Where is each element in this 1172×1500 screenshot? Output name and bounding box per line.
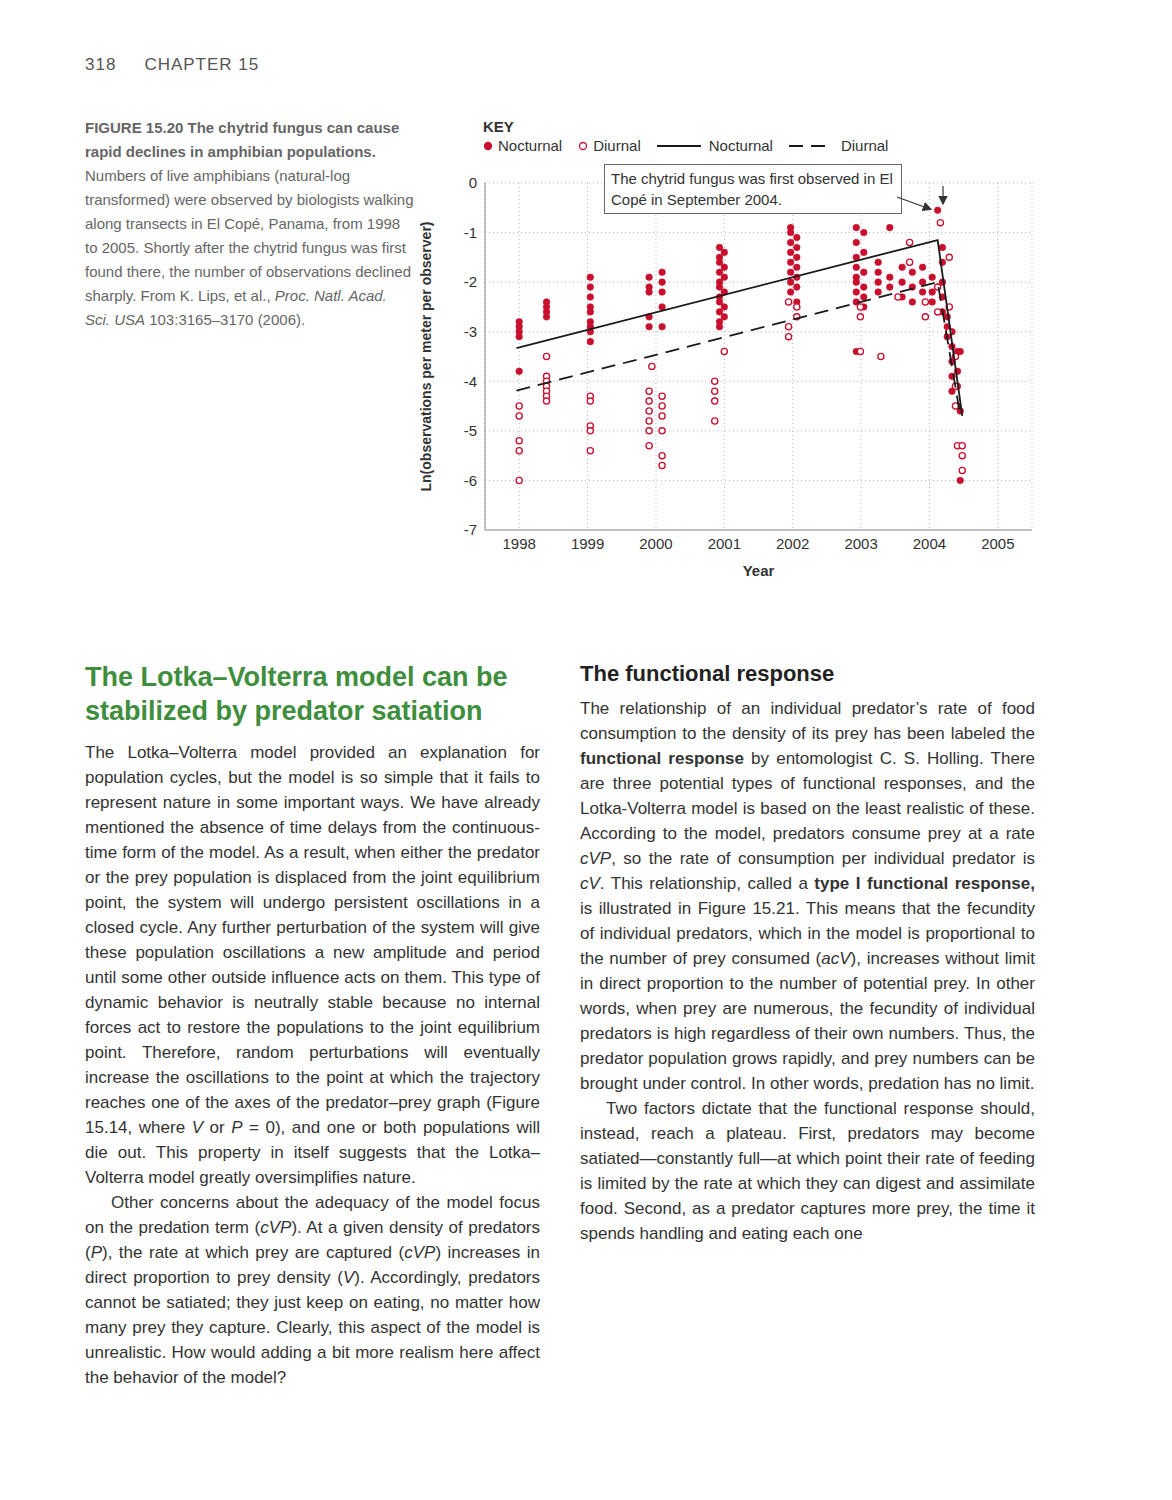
html-text:CHAPTER 15: CHAPTER 15: [144, 55, 260, 74]
svg-text:Ln(observations per meter per: Ln(observations per meter per observer): [420, 222, 434, 492]
html-text:Numbers of live amphibians (na: Numbers of live amphibians (natural-log …: [85, 167, 414, 328]
html-text:Diurnal: Diurnal: [840, 137, 889, 154]
html-text:Nocturnal: Nocturnal: [708, 137, 773, 154]
html-text:The relationship of an individ: The relationship of an individual predat…: [580, 699, 1035, 743]
svg-text:2000: 2000: [639, 535, 672, 552]
svg-text:2002: 2002: [776, 535, 809, 552]
html-text:Two factors dictate that the f: Two factors dictate that the functional …: [580, 1099, 1035, 1243]
html-text:Nocturnal: Nocturnal: [498, 137, 563, 154]
svg-text:-3: -3: [464, 323, 477, 340]
html-text:The chytrid fungus was first o: The chytrid fungus was first observed in…: [611, 170, 893, 208]
html-text:cV. This relationship, called: cV. This relationship, called a type I f…: [580, 874, 1035, 893]
svg-text:-6: -6: [464, 472, 477, 489]
html-text:318: 318: [85, 55, 117, 74]
svg-text:-4: -4: [464, 373, 477, 390]
svg-text:-5: -5: [464, 422, 477, 439]
svg-text:2005: 2005: [981, 535, 1014, 552]
html-text:The Lotka–Volterra model can b: The Lotka–Volterra model can be stabiliz…: [85, 662, 508, 726]
html-text:The functional response: The functional response: [580, 661, 835, 686]
svg-text:2001: 2001: [708, 535, 741, 552]
svg-text:-2: -2: [464, 273, 477, 290]
html-text:KEY: KEY: [483, 118, 514, 135]
html-text:FIGURE 15.20 The chytrid fungu: FIGURE 15.20 The chytrid fungus can caus…: [85, 119, 400, 160]
html-text:The Lotka–Volterra model provi: The Lotka–Volterra model provided an exp…: [85, 743, 540, 1187]
svg-text:1998: 1998: [503, 535, 536, 552]
svg-text:-1: -1: [464, 224, 477, 241]
svg-text:1999: 1999: [571, 535, 604, 552]
html-text:functional response by entomol: functional response by entomologist C. S…: [580, 749, 1035, 843]
html-text:Diurnal: Diurnal: [593, 137, 641, 154]
html-text:Other concerns about the adequ: Other concerns about the adequacy of the…: [85, 1193, 540, 1387]
html-text:cVP, so the rate of consumptio: cVP, so the rate of consumption per indi…: [580, 849, 1035, 868]
svg-text:-7: -7: [464, 521, 477, 538]
svg-text:2003: 2003: [844, 535, 877, 552]
svg-text:0: 0: [469, 175, 477, 191]
html-text:is illustrated in Figure 15.21: is illustrated in Figure 15.21. This mea…: [580, 899, 1035, 1093]
svg-text:Year: Year: [743, 562, 775, 579]
svg-text:2004: 2004: [913, 535, 946, 552]
